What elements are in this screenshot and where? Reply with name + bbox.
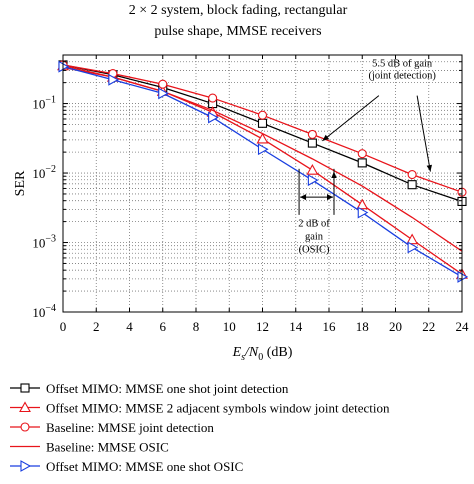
series-line [62,66,463,252]
marker-triangle-right [307,174,319,187]
annotation-arrow-2 [416,95,431,172]
legend: Offset MIMO: MMSE one shot joint detecti… [10,381,390,474]
grid [62,54,463,313]
x-tick-label: 24 [456,319,470,334]
x-label-sub1: s [241,352,245,363]
legend-item-5: Offset MIMO: MMSE one shot OSIC [10,459,243,474]
marker-circle [208,93,218,103]
x-label-main: E [232,345,242,360]
annotation-arrow-1 [322,95,380,142]
annotation-osic-line: 2 dB of [298,219,330,230]
marker-square [257,118,268,128]
marker-circle [407,170,417,180]
annotation-osic-line: (OSIC) [299,245,330,256]
y-tick-label: 10−4 [32,303,56,320]
x-tick-label: 2 [93,319,100,334]
legend-item-2: Offset MIMO: MMSE 2 adjacent symbols win… [10,401,390,416]
marker-triangle-right [158,87,169,100]
marker-triangle-right [108,73,120,86]
x-label-unit: (dB) [263,345,293,360]
annotation-bracket-head-left [300,194,307,201]
marker-triangle-up [306,164,319,175]
x-tick-label: 14 [289,319,303,334]
y-tick-label: 10−2 [32,164,56,181]
legend-label: Baseline: MMSE joint detection [46,420,214,435]
series-layer [57,59,469,283]
marker-square [20,383,30,393]
x-tick-label: 8 [193,319,200,334]
marker-circle [20,422,30,432]
marker-circle [357,149,367,159]
marker-circle [307,129,317,139]
marker-triangle-right [20,460,32,472]
chart-title-line-1: 2 × 2 system, block fading, rectangular [129,3,348,18]
marker-circle [257,110,268,120]
y-tick-label: 10−3 [32,234,56,251]
legend-item-3: Baseline: MMSE joint detection [10,420,214,435]
x-label-slash: /N [244,345,259,360]
x-label-sub2: 0 [258,352,263,363]
y-axis-ticks: 10−1 10−2 10−3 10−4 [32,54,462,320]
marker-square [307,138,317,148]
marker-circle [158,79,168,89]
marker-triangle-right [357,206,369,219]
legend-item-1: Offset MIMO: MMSE one shot joint detecti… [10,381,289,396]
x-axis-label: Es/N0 (dB) [232,345,293,363]
x-tick-label: 0 [60,319,67,334]
annotation-arrow-1-head [322,134,330,141]
annotation-arrow-3-head [331,171,337,179]
chart-title-line-2: pulse shape, MMSE receivers [154,24,321,39]
legend-label: Offset MIMO: MMSE one shot OSIC [46,459,243,474]
series-4 [62,66,463,252]
x-tick-label: 6 [160,319,167,334]
marker-triangle-right [407,241,419,254]
series-3 [58,60,467,197]
marker-triangle-right [257,143,269,156]
annotation-bracket-head-right [326,194,333,201]
legend-label: Offset MIMO: MMSE 2 adjacent symbols win… [46,401,390,416]
x-axis-ticks: 0 2 4 6 8 10 12 14 16 18 20 22 24 [60,55,469,334]
x-tick-label: 18 [356,319,369,334]
marker-square [357,158,367,168]
legend-item-4: Baseline: MMSE OSIC [10,440,169,455]
annotations: 5.5 dB of gain(joint detection) 2 dB of ga… [298,58,436,255]
annotation-joint-line: 5.5 dB of gain [372,58,433,69]
annotation-joint-line: (joint detection) [368,70,436,81]
annotation-arrow-2-head [426,164,432,172]
marker-triangle-up [406,233,419,245]
annotation-osic-line: gain [305,232,324,243]
x-tick-label: 20 [389,319,402,334]
y-axis-label: SER [13,170,28,196]
x-tick-label: 4 [126,319,133,334]
marker-triangle-up [256,132,269,144]
marker-square [407,180,417,190]
marker-triangle-up [356,198,369,210]
legend-label: Offset MIMO: MMSE one shot joint detecti… [46,381,289,396]
x-tick-label: 22 [422,319,435,334]
chart-title: 2 × 2 system, block fading, rectangular … [129,3,348,39]
x-tick-label: 10 [223,319,236,334]
y-tick-label: 10−1 [32,95,56,112]
marker-triangle-right [208,111,219,124]
marker-triangle-up [19,401,31,413]
x-tick-label: 12 [256,319,269,334]
legend-label: Baseline: MMSE OSIC [46,440,169,455]
x-tick-label: 16 [323,319,337,334]
